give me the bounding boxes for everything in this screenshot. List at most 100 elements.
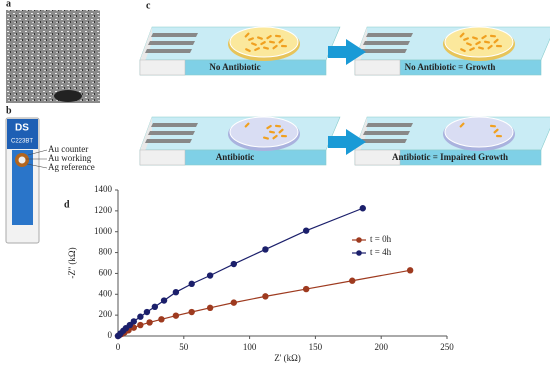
data-point [137,321,144,329]
data-point [188,308,195,316]
data-point [206,304,214,312]
data-point [230,260,238,268]
bacterium [244,32,250,38]
contact-stripe [148,131,195,135]
diagram-label: Antibiotic = Impaired Growth [392,152,508,162]
data-point [158,316,165,323]
y-tick-label: 400 [99,288,113,298]
bacterium [278,38,284,44]
leader [26,163,48,169]
data-point [206,272,214,279]
bacterium [248,37,254,41]
petri-dish [444,116,514,148]
data-point [349,277,356,284]
data-point [302,227,310,234]
y-tick-label: 600 [99,267,113,277]
legend-label: t = 4h [370,247,392,257]
bacterium [263,46,269,50]
bacterium [245,48,251,53]
y-tick-label: 200 [99,309,113,319]
contact-stripe [366,33,413,37]
panel-label: c [146,0,151,11]
bacterium [251,42,257,46]
slide-grey [354,59,401,76]
contact-stripe [366,123,413,127]
bacterium [493,128,499,134]
panel-label: b [6,105,12,116]
panel-label: d [64,199,70,210]
panel-label: a [6,0,11,9]
bacterium [481,34,487,40]
bacterium [459,122,465,128]
contact-stripe [363,131,410,135]
bacterium [483,40,490,44]
diagram-label: Antibiotic [216,152,255,162]
data-point [406,267,414,274]
electrode-center [18,156,26,164]
bacterium [268,40,275,44]
bacterium [280,44,287,48]
slide-grey [139,59,186,76]
slide-grey [139,149,186,166]
chart: 0 200 400 600 800 1000 1200 1400 0 50 100 150 200 250… [67,184,454,363]
x-tick-label: 150 [309,342,323,352]
data-point [230,299,238,306]
data-point [359,205,366,212]
bacterium [460,48,466,53]
bacterium [274,124,281,128]
data-point [160,297,168,304]
bacterium [260,41,266,46]
bacterium [463,37,469,41]
bacterium [469,47,475,52]
sensor-body [12,150,33,225]
leader [27,149,48,156]
x-tick-label: 250 [440,342,454,352]
contact-stripe [360,49,407,53]
contact-stripe [145,139,192,143]
bacterium [495,134,502,138]
data-point [302,285,310,293]
bacterium [487,44,493,50]
contact-stripe [148,41,195,45]
bacterium [466,42,472,46]
diagram-label: No Antibiotic [209,62,260,72]
bacterium [489,34,496,38]
data-point [130,318,137,325]
bacterium [278,128,284,134]
data-point [262,246,269,253]
sensor-model: C223BT [11,139,33,145]
data-point [143,308,151,316]
bacterium [266,34,272,40]
diagram-label: No Antibiotic = Growth [405,62,496,72]
contact-stripe [360,139,407,143]
bacterium [266,124,272,130]
bacterium [489,124,496,128]
x-tick-label: 50 [179,342,189,352]
series-line [117,207,363,337]
bacterium [254,47,260,52]
bacterium [257,36,263,40]
sensor-brand: DS [15,123,29,134]
contact-stripe [145,49,192,53]
legend-marker [356,237,362,243]
data-point [151,303,159,310]
petri-dish [229,116,299,148]
data-point [137,313,144,320]
x-tick-label: 100 [243,342,257,352]
x-tick-label: 0 [116,342,121,352]
sem-image [6,10,100,103]
bacterium [493,38,499,44]
arrow [328,129,366,155]
bacterium [459,32,465,38]
bacterium [274,34,281,38]
bacterium [268,130,275,134]
contact-stripe [151,123,198,127]
electrode-label: Ag reference [48,162,95,172]
data-point [146,319,153,326]
bacterium [475,41,481,46]
data-point [262,293,269,300]
y-axis-label: -Z'' (kΩ) [67,247,77,278]
legend-label: t = 0h [370,234,392,244]
bacterium [478,46,484,50]
bacterium [280,134,287,138]
